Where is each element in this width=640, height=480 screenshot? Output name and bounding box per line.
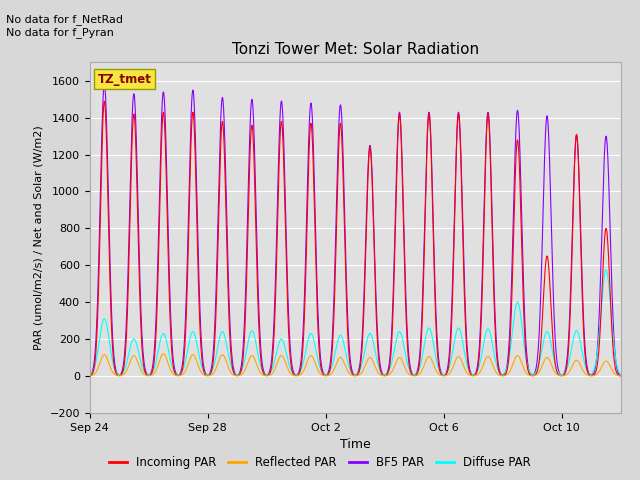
Y-axis label: PAR (umol/m2/s) / Net and Solar (W/m2): PAR (umol/m2/s) / Net and Solar (W/m2) (34, 125, 44, 350)
Title: Tonzi Tower Met: Solar Radiation: Tonzi Tower Met: Solar Radiation (232, 42, 479, 57)
X-axis label: Time: Time (340, 438, 371, 451)
Legend: Incoming PAR, Reflected PAR, BF5 PAR, Diffuse PAR: Incoming PAR, Reflected PAR, BF5 PAR, Di… (104, 452, 536, 474)
Text: TZ_tmet: TZ_tmet (97, 73, 152, 86)
Text: No data for f_NetRad
No data for f_Pyran: No data for f_NetRad No data for f_Pyran (6, 14, 124, 38)
